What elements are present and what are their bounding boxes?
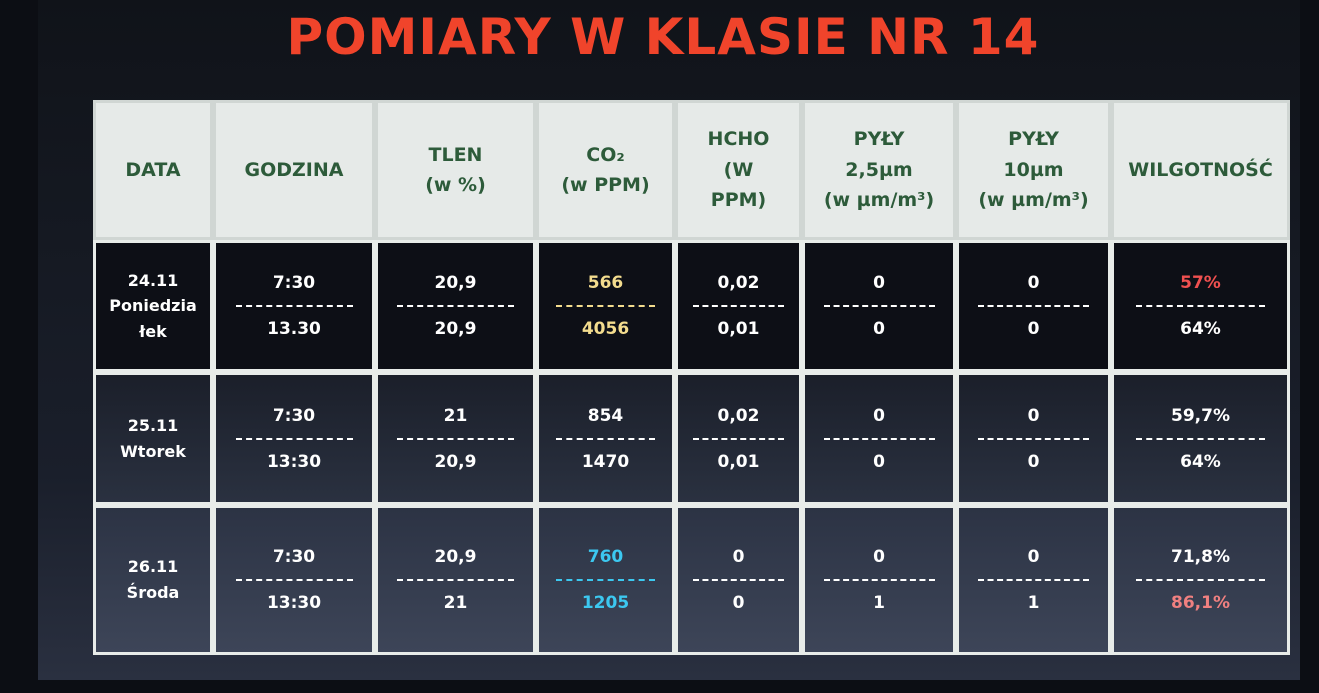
- column-header: TLEN (w %): [375, 100, 536, 240]
- morning-value: 7:30: [272, 405, 316, 426]
- divider: [1135, 305, 1266, 307]
- divider: [977, 437, 1090, 440]
- morning-value: 0: [873, 405, 885, 426]
- divider: [397, 579, 514, 581]
- divider: [823, 579, 935, 581]
- afternoon-value: 86,1%: [1171, 593, 1230, 613]
- afternoon-value: 0: [873, 319, 885, 339]
- morning-value: 0: [732, 547, 745, 567]
- morning-value: 7:30: [272, 273, 316, 293]
- morning-value: 0: [873, 547, 885, 567]
- measurement-cell: 0,02 0,01: [675, 372, 802, 505]
- afternoon-value: 0: [1027, 451, 1040, 472]
- measurement-cell: 760 1205: [536, 505, 675, 655]
- divider: [555, 437, 656, 440]
- divider: [555, 579, 656, 581]
- morning-value: 0,02: [717, 273, 760, 293]
- divider: [1135, 437, 1266, 440]
- divider: [977, 579, 1090, 581]
- measurement-cell: 854 1470: [536, 372, 675, 505]
- divider: [235, 579, 353, 581]
- column-header: PYŁY 10µm (w µm/m³): [956, 100, 1111, 240]
- measurement-cell: 0,02 0,01: [675, 240, 802, 372]
- page-title: POMIARY W KLASIE NR 14: [286, 8, 1040, 66]
- morning-value: 57%: [1180, 273, 1221, 293]
- divider: [977, 305, 1090, 307]
- afternoon-value: 0: [1027, 319, 1040, 339]
- divider: [555, 305, 656, 307]
- morning-value: 854: [587, 405, 624, 426]
- afternoon-value: 64%: [1180, 451, 1221, 472]
- morning-value: 20,9: [434, 547, 477, 567]
- column-header: GODZINA: [213, 100, 375, 240]
- divider: [397, 437, 514, 440]
- afternoon-value: 20,9: [434, 319, 477, 339]
- afternoon-value: 0: [732, 593, 745, 613]
- divider: [693, 305, 784, 307]
- measurement-cell: 20,9 20,9: [375, 240, 536, 372]
- morning-value: 7:30: [272, 547, 316, 567]
- morning-value: 0: [1027, 405, 1040, 426]
- measurements-table: DATA GODZINA TLEN (w %) CO₂ (w PPM) HCHO (W …: [93, 100, 1290, 655]
- morning-value: 0: [1027, 273, 1040, 293]
- afternoon-value: 13.30: [267, 319, 321, 339]
- afternoon-value: 64%: [1180, 319, 1221, 339]
- divider: [823, 437, 935, 440]
- afternoon-value: 21: [443, 593, 468, 613]
- divider: [693, 579, 784, 581]
- afternoon-value: 1: [873, 593, 885, 613]
- afternoon-value: 0,01: [717, 319, 760, 339]
- afternoon-value: 1470: [581, 451, 630, 472]
- morning-value: 760: [587, 547, 624, 567]
- divider: [397, 305, 514, 307]
- date-cell: 26.11 Środa: [93, 505, 213, 655]
- measurement-cell: 7:30 13:30: [213, 372, 375, 505]
- divider: [823, 305, 935, 307]
- divider: [693, 437, 784, 440]
- afternoon-value: 1205: [581, 593, 630, 613]
- display-screen: POMIARY W KLASIE NR 14 DATA GODZINA TLEN (…: [38, 0, 1300, 680]
- column-header: HCHO (W PPM): [675, 100, 802, 240]
- date-cell: 25.11 Wtorek: [93, 372, 213, 505]
- morning-value: 0,02: [717, 405, 760, 426]
- measurement-cell: 21 20,9: [375, 372, 536, 505]
- afternoon-value: 13:30: [266, 451, 322, 472]
- column-header: PYŁY 2,5µm (w µm/m³): [802, 100, 956, 240]
- morning-value: 21: [443, 405, 468, 426]
- morning-value: 20,9: [434, 273, 477, 293]
- divider: [235, 437, 353, 440]
- afternoon-value: 20,9: [434, 451, 477, 472]
- morning-value: 566: [587, 273, 624, 293]
- column-header: DATA: [93, 100, 213, 240]
- afternoon-value: 13:30: [266, 593, 322, 613]
- measurement-cell: 566 4056: [536, 240, 675, 372]
- morning-value: 71,8%: [1171, 547, 1230, 567]
- column-header: CO₂ (w PPM): [536, 100, 675, 240]
- divider: [235, 305, 353, 307]
- afternoon-value: 0,01: [717, 451, 760, 472]
- date-cell: 24.11 Poniedzia łek: [93, 240, 213, 372]
- divider: [1135, 579, 1266, 581]
- measurement-cell: 57% 64%: [1111, 240, 1290, 372]
- measurement-cell: 20,9 21: [375, 505, 536, 655]
- measurement-cell: 71,8% 86,1%: [1111, 505, 1290, 655]
- measurement-cell: 7:30 13:30: [213, 505, 375, 655]
- morning-value: 0: [873, 273, 885, 293]
- column-header: WILGOTNOŚĆ: [1111, 100, 1290, 240]
- measurement-cell: 59,7% 64%: [1111, 372, 1290, 505]
- morning-value: 0: [1027, 547, 1040, 567]
- measurement-cell: 7:30 13.30: [213, 240, 375, 372]
- afternoon-value: 1: [1027, 593, 1040, 613]
- morning-value: 59,7%: [1171, 405, 1230, 426]
- afternoon-value: 0: [873, 451, 885, 472]
- afternoon-value: 4056: [581, 319, 630, 339]
